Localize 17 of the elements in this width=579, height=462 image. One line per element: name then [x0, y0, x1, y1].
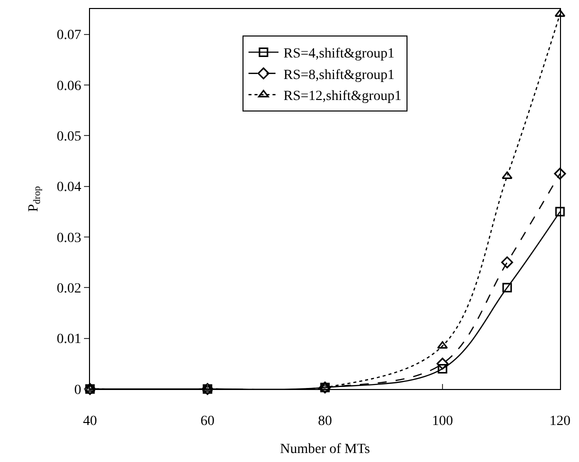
y-tick-label: 0.07 — [56, 28, 82, 44]
x-tick-label: 80 — [318, 414, 332, 429]
x-axis-title: Number of MTs — [280, 442, 370, 458]
y-tick-label: 0.05 — [56, 130, 82, 145]
legend-label: RS=4,shift&group1 — [284, 46, 394, 62]
x-tick-label: 100 — [432, 414, 453, 429]
x-tick-label: 120 — [550, 414, 570, 429]
x-tick-label: 40 — [83, 414, 97, 429]
y-tick-label: 0.01 — [56, 332, 82, 348]
legend-label: RS=12,shift&group1 — [284, 89, 402, 104]
y-tick-label: 0 — [74, 382, 82, 398]
y-tick-label: 0.03 — [56, 230, 82, 246]
x-tick-label: 60 — [200, 414, 214, 429]
y-tick-label: 0.06 — [56, 78, 82, 94]
y-tick-label: 0.02 — [56, 282, 82, 297]
legend-label: RS=8,shift&group1 — [284, 68, 394, 83]
y-tick-label: 0.04 — [56, 180, 82, 196]
